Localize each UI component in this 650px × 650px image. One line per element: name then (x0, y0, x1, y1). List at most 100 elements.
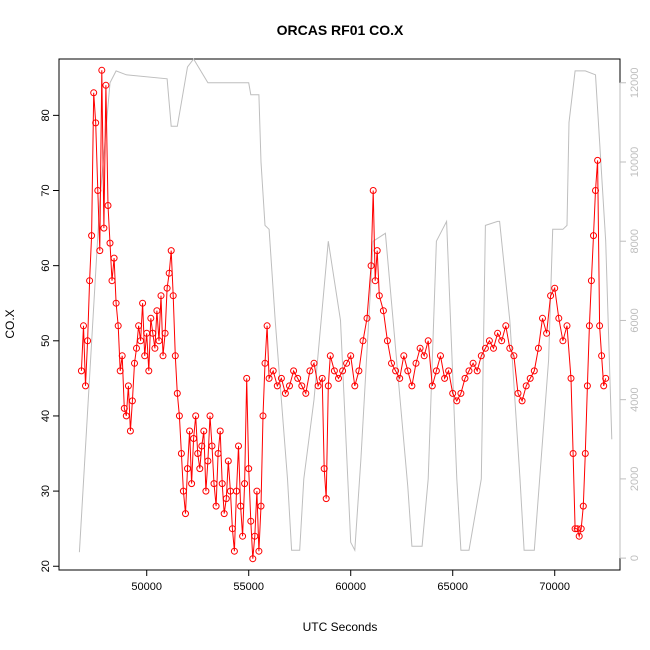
main-series-point (587, 277, 595, 285)
main-series-point (351, 382, 359, 390)
main-series-point (347, 352, 355, 360)
main-series-point (198, 442, 206, 450)
main-series-point (473, 367, 481, 375)
main-series-point (157, 292, 165, 300)
main-series-point (128, 397, 136, 405)
main-series-point (202, 487, 210, 495)
main-series-point (306, 367, 314, 375)
main-series-point (228, 525, 236, 533)
main-series-point (286, 382, 293, 390)
main-series-point (477, 352, 485, 360)
main-series-point (222, 495, 230, 503)
main-series-point (335, 374, 342, 382)
main-series-point (310, 359, 318, 367)
main-series-point (230, 547, 238, 555)
main-series-point (139, 299, 147, 307)
main-series-point (465, 367, 473, 375)
main-series-point (247, 517, 255, 525)
main-series-point (124, 382, 132, 390)
main-series-point (184, 465, 191, 473)
main-series-point (171, 352, 179, 360)
main-series-point (84, 337, 92, 345)
main-series-point (453, 397, 461, 405)
main-series-point (224, 457, 232, 465)
y-tick-label: 70 (40, 184, 52, 196)
main-series-point (167, 247, 175, 255)
main-series-point (339, 367, 347, 375)
main-series-point (135, 322, 143, 330)
main-series-point (416, 344, 424, 352)
main-series-point (204, 457, 212, 465)
main-series-point (196, 465, 204, 473)
main-series-point (330, 367, 338, 375)
main-series-point (404, 367, 412, 375)
main-series-point (373, 247, 381, 255)
main-series-point (445, 367, 453, 375)
main-series-point (214, 450, 222, 457)
main-series-point (602, 374, 610, 382)
x-tick-label: 65000 (437, 581, 468, 593)
main-series-point (343, 359, 351, 367)
main-series-point (575, 532, 583, 540)
main-series-point (233, 487, 240, 495)
main-series-point (100, 224, 108, 232)
y-tick-label: 40 (40, 410, 52, 422)
main-series-point (80, 322, 87, 330)
main-series-point (263, 322, 271, 330)
main-series-point (153, 307, 161, 315)
main-series-point (261, 359, 269, 367)
main-series-point (118, 352, 126, 360)
main-series-point (169, 292, 177, 300)
right-axis-series-line (78, 58, 613, 553)
main-series-point (88, 232, 96, 240)
main-series-point (253, 487, 261, 495)
main-series-point (518, 397, 526, 405)
main-series-point (449, 389, 457, 397)
main-series-point (577, 525, 585, 533)
main-series-point (298, 382, 306, 390)
main-series-point (420, 352, 428, 360)
main-series-point (598, 352, 606, 360)
main-series-point (92, 119, 100, 127)
main-series-point (392, 367, 400, 375)
main-series-point (155, 337, 163, 345)
main-series-point (369, 187, 377, 194)
main-series-point (220, 510, 228, 518)
main-series-point (388, 359, 395, 367)
main-series-point (137, 337, 145, 345)
main-series-point (290, 367, 298, 375)
main-series-point (255, 547, 263, 555)
main-series-point (363, 314, 371, 322)
main-series-point (412, 359, 420, 367)
main-series-point (177, 450, 185, 457)
main-series-point (428, 382, 436, 390)
main-series-point (243, 374, 251, 382)
x-axis-label: UTC Seconds (303, 620, 378, 634)
main-series-point (294, 374, 302, 382)
main-series-point (379, 307, 387, 315)
main-series-point (131, 359, 138, 367)
main-series-point (490, 344, 497, 352)
main-series-point (375, 292, 383, 300)
main-series-point (551, 284, 559, 292)
main-series-point (120, 404, 128, 412)
y-tick-label: 60 (40, 260, 52, 272)
main-series-point (371, 277, 379, 285)
y2-tick-label: 6000 (629, 308, 641, 332)
main-series-point (526, 374, 534, 382)
main-series-point (502, 322, 510, 330)
main-series-point (163, 284, 171, 292)
main-series-point (106, 239, 114, 247)
x-tick-label: 70000 (539, 581, 570, 593)
main-series-point (543, 329, 551, 337)
main-series-point (104, 202, 112, 209)
main-series-point (98, 66, 106, 74)
main-series-point (594, 156, 602, 164)
main-series-point (277, 374, 285, 382)
main-series-point (259, 412, 267, 420)
main-series-point (539, 314, 546, 322)
y-tick-label: 30 (40, 485, 52, 497)
main-series-point (90, 89, 98, 97)
main-series-point (383, 337, 391, 345)
main-series-point (77, 367, 85, 375)
